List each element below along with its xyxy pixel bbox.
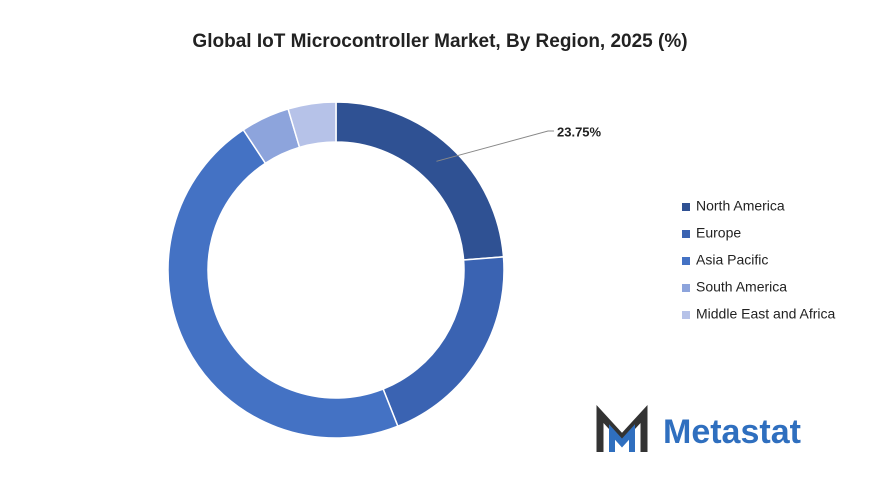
legend-label: North America	[696, 198, 785, 214]
logo-icon	[596, 405, 648, 452]
legend-swatch	[682, 230, 690, 238]
logo-text: Metastat	[663, 413, 801, 451]
legend-label: Middle East and Africa	[696, 306, 836, 322]
logo-m-blue	[609, 424, 635, 452]
legend-swatch	[682, 257, 690, 265]
leader-line	[436, 130, 554, 162]
legend-label: South America	[696, 279, 787, 295]
donut-segment	[287, 101, 337, 149]
logo-m-dark	[596, 405, 648, 452]
legend-swatch	[682, 203, 690, 211]
legend-label: Europe	[696, 225, 741, 241]
chart-title: Global IoT Microcontroller Market, By Re…	[192, 31, 687, 52]
donut-segment	[167, 128, 399, 439]
legend-swatch	[682, 284, 690, 292]
data-label: 23.75%	[557, 124, 602, 139]
legend-swatch	[682, 311, 690, 319]
legend-label: Asia Pacific	[696, 252, 768, 268]
